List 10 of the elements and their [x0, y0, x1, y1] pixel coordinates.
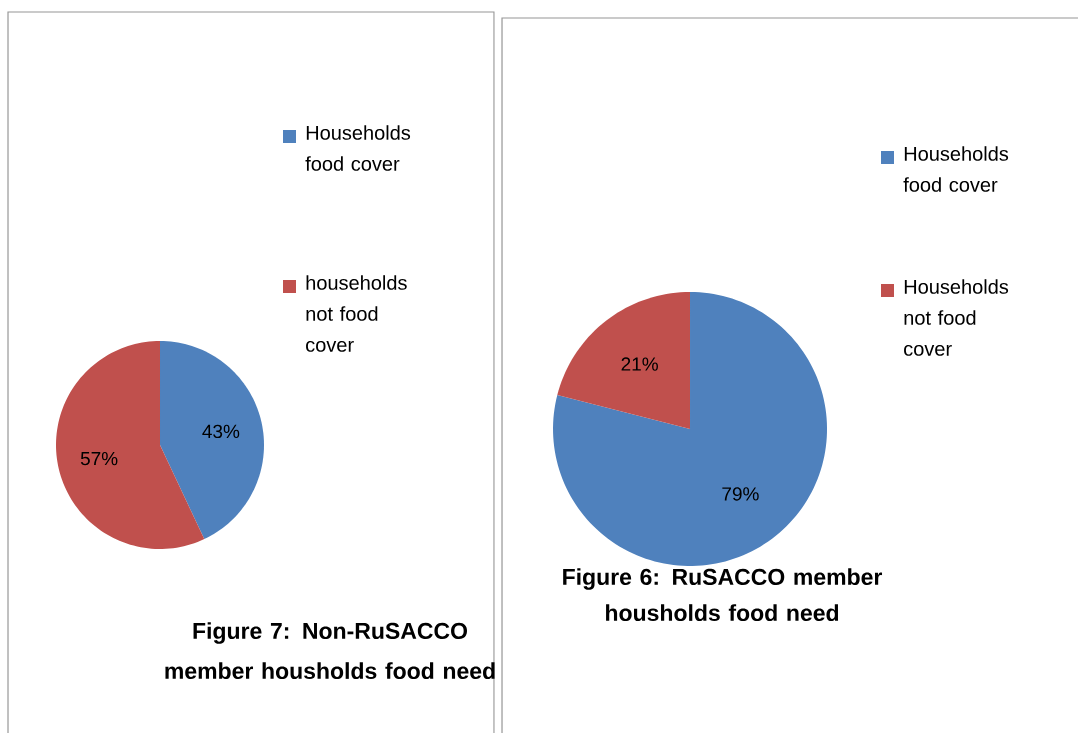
- legend-label: Households not food cover: [904, 279, 1009, 356]
- legend-label: Households food cover: [305, 125, 411, 171]
- text: Figure 7: Non-RuSACCO member housholds food need: [165, 622, 495, 680]
- legend-label: households not food cover: [306, 275, 407, 352]
- legend-label: Households food cover: [903, 146, 1009, 192]
- data-label: 43%: [202, 424, 240, 439]
- text: Figure 6: RuSACCO member housholds food need: [563, 568, 883, 622]
- data-label: 57%: [80, 451, 118, 466]
- data-label: 21%: [621, 357, 658, 371]
- data-label: 79%: [722, 487, 759, 501]
